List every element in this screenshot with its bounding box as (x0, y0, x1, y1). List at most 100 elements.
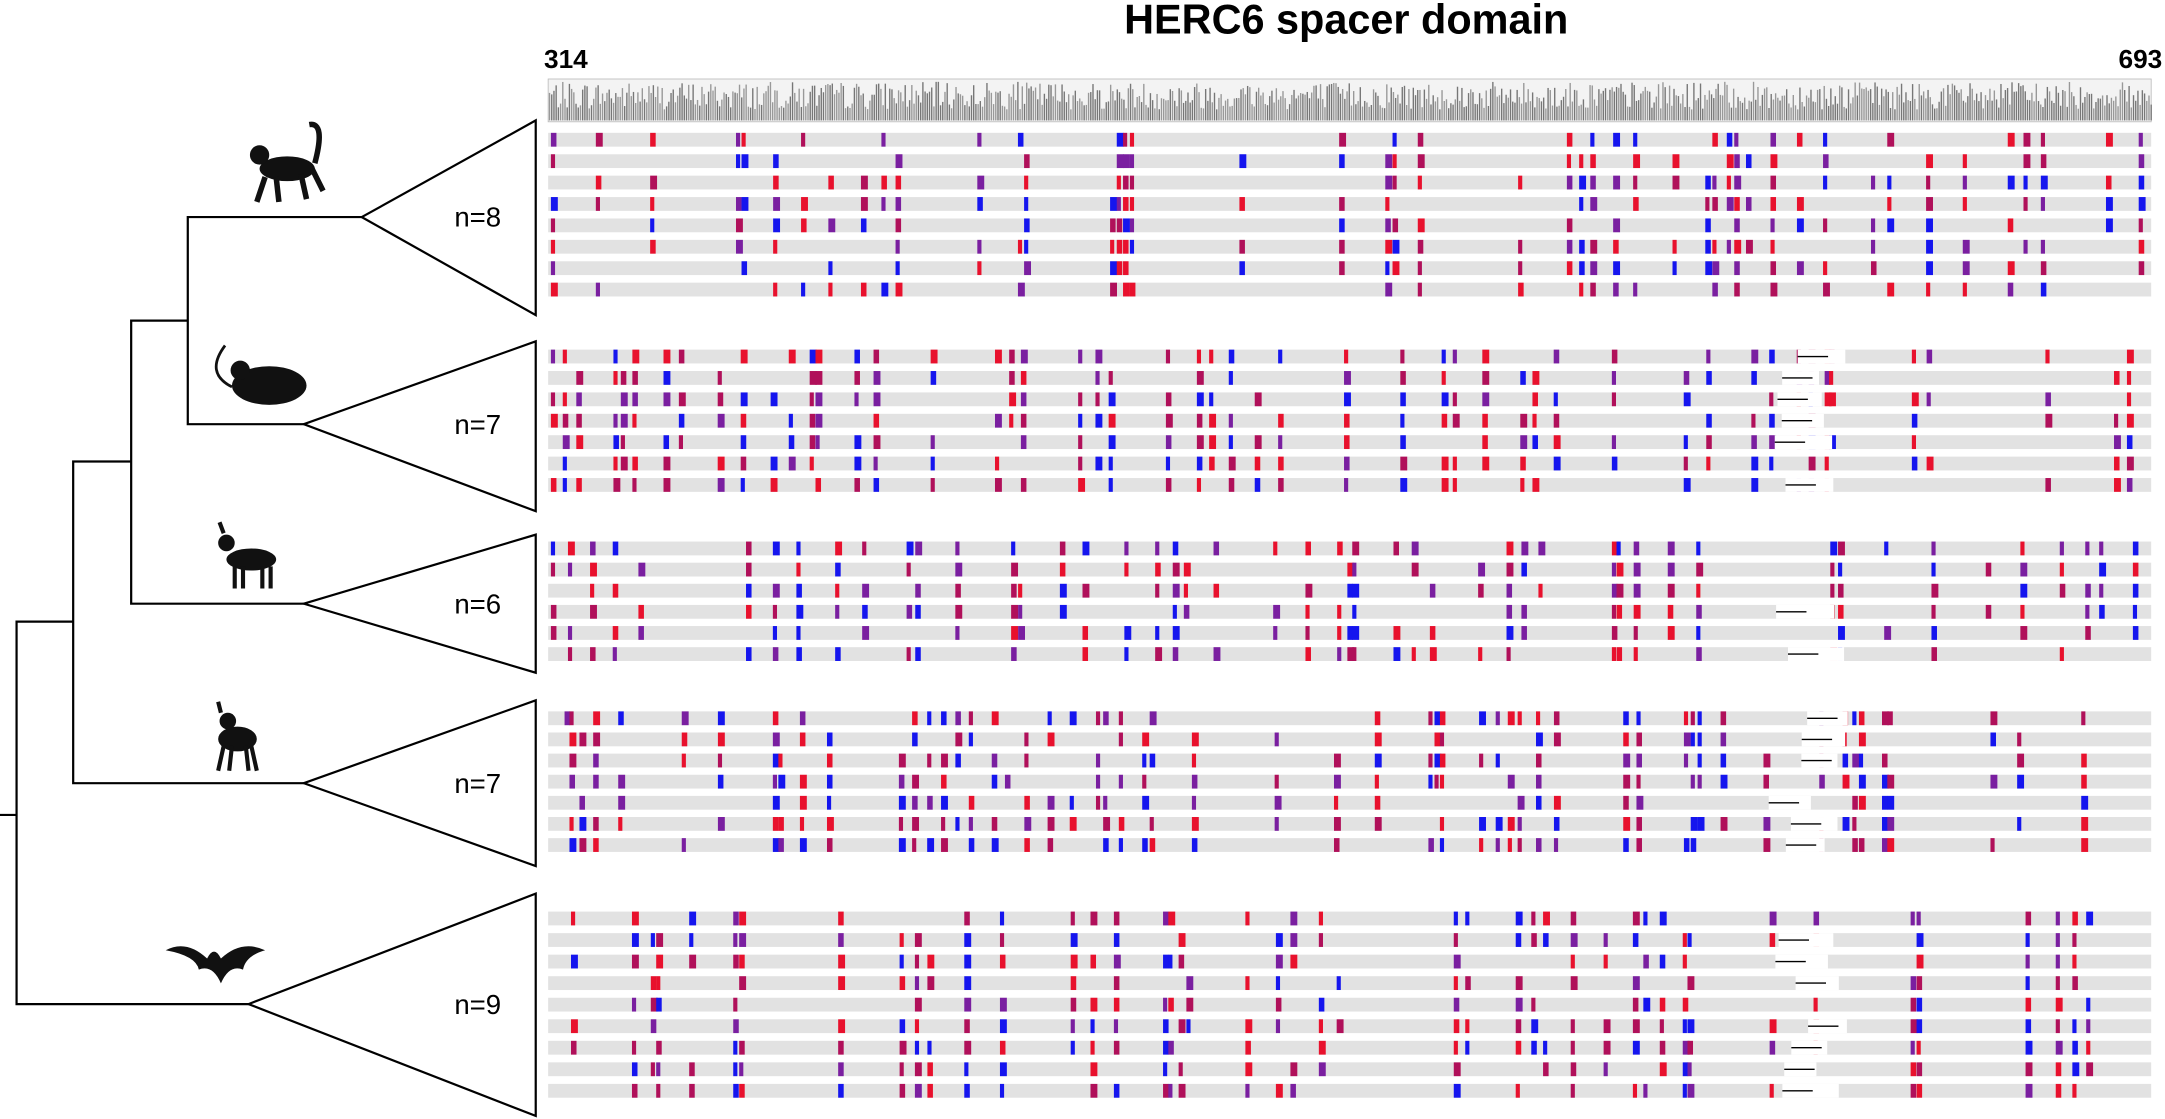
residue-block (1278, 435, 1283, 450)
residue-block (1520, 435, 1528, 450)
residue-block (895, 218, 902, 233)
residue-block (1705, 175, 1711, 190)
residue-block (1495, 711, 1500, 726)
residue-block (689, 911, 697, 926)
residue-block (1763, 753, 1771, 768)
residue-block (1082, 541, 1090, 556)
residue-block (1290, 911, 1298, 926)
residue-block (1411, 647, 1416, 661)
residue-block (991, 774, 998, 789)
residue-block (1465, 911, 1470, 926)
residue-block (2025, 1019, 2032, 1034)
residue-block (1683, 478, 1691, 492)
residue-block (1070, 997, 1077, 1012)
residue-block (955, 562, 963, 577)
residue-block (1962, 282, 1967, 297)
residue-block (1129, 132, 1135, 147)
residue-block (733, 954, 739, 969)
residue-block (1566, 261, 1573, 276)
residue-block (1796, 261, 1804, 276)
residue-block (613, 478, 621, 492)
residue-block (772, 732, 780, 747)
residue-block (1275, 1083, 1283, 1098)
residue-block (638, 562, 646, 577)
residue-block (1318, 1019, 1323, 1034)
sequence-row (548, 933, 2152, 947)
residue-block (2059, 583, 2066, 598)
residue-block (1667, 604, 1674, 619)
residue-block (1830, 562, 1835, 577)
residue-block (1726, 132, 1733, 147)
residue-block (1881, 795, 1888, 810)
residue-block (689, 954, 697, 969)
residue-block (873, 371, 881, 385)
residue-block (1706, 371, 1712, 385)
residue-block (1506, 604, 1513, 619)
residue-block (1172, 541, 1179, 556)
residue-block (1090, 997, 1098, 1012)
residue-block (964, 1019, 970, 1034)
residue-block (1926, 197, 1933, 211)
residue-block (1020, 413, 1027, 428)
residue-block (1254, 392, 1262, 407)
residue-block (835, 604, 840, 619)
residue-block (2020, 583, 2028, 598)
residue-block (632, 392, 638, 407)
residue-block (1553, 795, 1561, 810)
residue-block (1838, 583, 1844, 598)
sequence-row (548, 456, 2152, 471)
residue-block (656, 1040, 662, 1055)
residue-block (613, 349, 618, 364)
residue-block (941, 774, 947, 789)
residue-block (1482, 456, 1490, 471)
residue-block (1163, 1083, 1169, 1098)
residue-block (1095, 392, 1100, 407)
residue-block (1059, 604, 1067, 619)
residue-block (1911, 349, 1916, 364)
residue-block (773, 154, 779, 169)
residue-block (1337, 604, 1342, 619)
sequence-row (548, 774, 2152, 789)
residue-block (1228, 413, 1233, 428)
residue-block (1186, 1019, 1191, 1034)
residue-block (1429, 583, 1436, 598)
residue-block (1515, 997, 1523, 1012)
residue-block (772, 774, 778, 789)
residue-block (1123, 239, 1129, 254)
residue-block (1683, 711, 1689, 726)
residue-block (1290, 954, 1298, 969)
residue-block (1113, 1040, 1120, 1055)
residue-block (1374, 774, 1379, 789)
residue-block (1506, 647, 1511, 661)
residue-block (1515, 1040, 1522, 1055)
residue-block (1611, 604, 1617, 619)
residue-block (1290, 933, 1298, 947)
residue-block (1517, 817, 1522, 831)
residue-block (612, 541, 619, 556)
residue-block (815, 371, 823, 385)
residue-block (620, 392, 628, 407)
residue-block (1532, 392, 1538, 407)
residue-block (1910, 976, 1917, 991)
residue-block (914, 1040, 920, 1055)
residue-block (778, 838, 784, 852)
residue-block (1103, 817, 1111, 831)
residue-block (550, 626, 557, 640)
residue-block (1110, 218, 1116, 233)
residue-block (733, 1019, 739, 1034)
residue-block (1683, 838, 1690, 852)
residue-block (2072, 954, 2077, 969)
residue-block (1659, 954, 1666, 969)
residue-block (550, 218, 556, 233)
residue-block (2126, 392, 2132, 407)
residue-block (2025, 1062, 2033, 1077)
residue-block (663, 392, 671, 407)
residue-block (620, 413, 628, 428)
residue-block (854, 435, 862, 450)
residue-block (773, 197, 781, 211)
residue-block (1165, 413, 1173, 428)
residue-block (1643, 997, 1651, 1012)
residue-block (1613, 132, 1621, 147)
residue-block (2055, 911, 2060, 926)
residue-block (1623, 774, 1631, 789)
